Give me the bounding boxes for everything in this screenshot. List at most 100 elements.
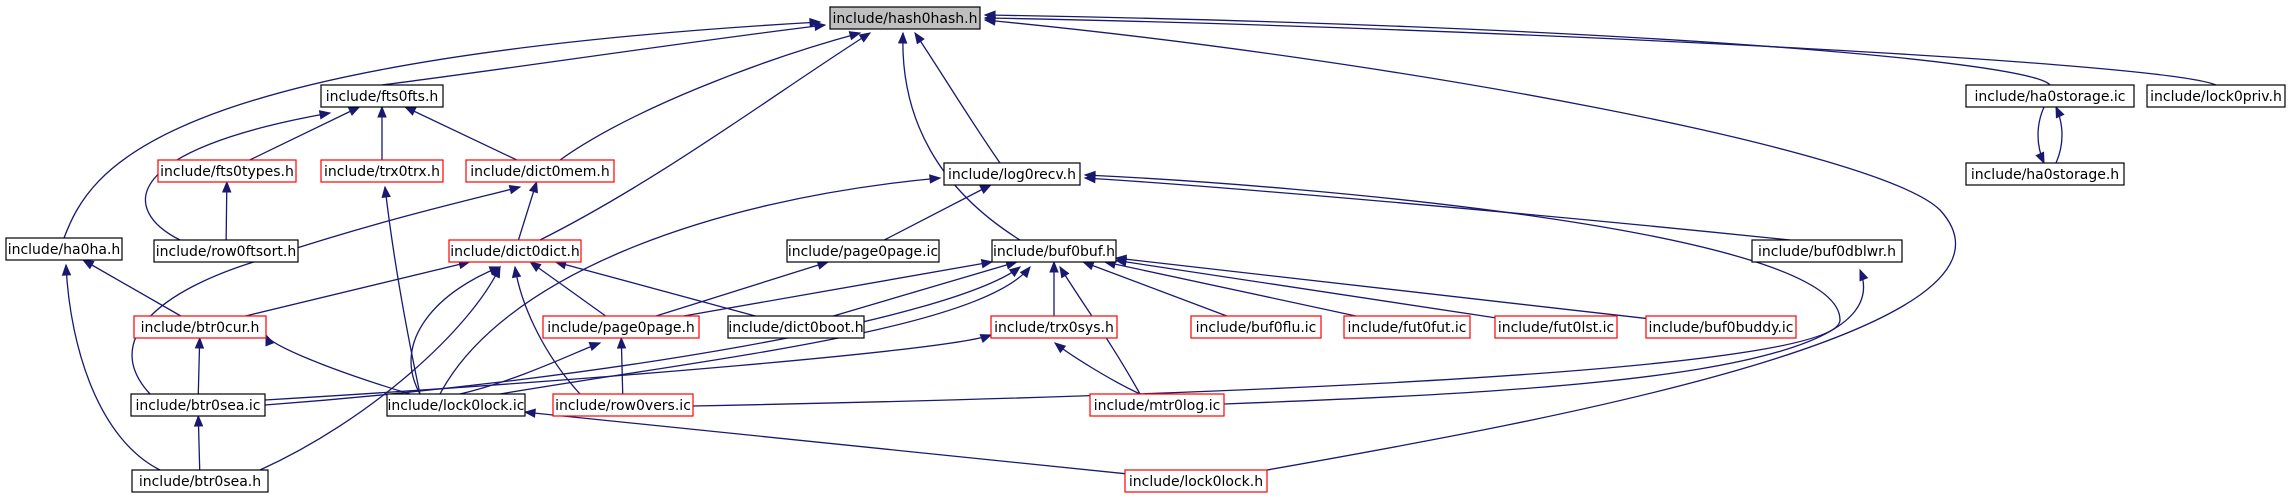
- node-box[interactable]: [153, 239, 299, 263]
- node-box[interactable]: [552, 393, 694, 417]
- node-label: include/buf0dblwr.h: [1758, 244, 1896, 260]
- node-box[interactable]: [131, 469, 269, 493]
- node-box[interactable]: [786, 239, 940, 263]
- arrowhead-icon: [1019, 265, 1031, 279]
- node-layer: include/hash0hash.h include/fts0fts.h incl…: [5, 6, 2286, 493]
- node-box[interactable]: [320, 159, 444, 183]
- node-box[interactable]: [829, 6, 981, 30]
- node-label: include/btr0sea.h: [139, 474, 261, 490]
- node-page0page_ic[interactable]: include/page0page.ic: [786, 239, 940, 263]
- node-box[interactable]: [990, 315, 1118, 339]
- node-label: include/row0ftsort.h: [156, 244, 296, 260]
- arrowhead-icon: [814, 21, 827, 31]
- node-fts0fts[interactable]: include/fts0fts.h: [320, 84, 444, 108]
- edge-ha0storage_ic-to-hash0hash: [984, 14, 2051, 86]
- arrowhead-icon: [979, 334, 993, 344]
- node-fut0fut[interactable]: include/fut0fut.ic: [1343, 315, 1471, 339]
- node-btr0sea_ic[interactable]: include/btr0sea.ic: [130, 393, 266, 417]
- edge-dict0boot-to-dict0dict: [555, 261, 756, 317]
- node-btr0cur[interactable]: include/btr0cur.h: [133, 315, 267, 339]
- node-row0ftsort[interactable]: include/row0ftsort.h: [153, 239, 299, 263]
- node-box[interactable]: [1089, 393, 1225, 417]
- node-box[interactable]: [1190, 315, 1322, 339]
- node-box[interactable]: [1494, 315, 1618, 339]
- edge-log0recv-to-hash0hash: [914, 32, 1001, 164]
- arrowhead-icon: [1081, 261, 1095, 271]
- arrowhead-icon: [194, 336, 205, 349]
- node-box[interactable]: [157, 159, 297, 183]
- node-box[interactable]: [133, 315, 267, 339]
- node-trx0sys[interactable]: include/trx0sys.h: [990, 315, 1118, 339]
- node-ha0storage_h[interactable]: include/ha0storage.h: [1965, 162, 2125, 186]
- edge-mtr0log-to-buf0dblwr: [1223, 269, 1865, 405]
- arrowhead-icon: [980, 259, 994, 269]
- node-box[interactable]: [1751, 239, 1903, 263]
- node-box[interactable]: [386, 393, 526, 417]
- node-buf0dblwr[interactable]: include/buf0dblwr.h: [1751, 239, 1903, 263]
- node-buf0flu[interactable]: include/buf0flu.ic: [1190, 315, 1322, 339]
- node-trx0trx[interactable]: include/trx0trx.h: [320, 159, 444, 183]
- node-box[interactable]: [320, 84, 444, 108]
- arrowhead-icon: [221, 180, 232, 193]
- node-label: include/hash0hash.h: [833, 11, 978, 27]
- edge-dict0dict-to-hash0hash: [539, 32, 871, 241]
- node-lock0priv[interactable]: include/lock0priv.h: [2146, 84, 2286, 108]
- arrowhead-icon: [529, 261, 542, 272]
- node-box[interactable]: [2146, 84, 2286, 108]
- node-box[interactable]: [1645, 315, 1797, 339]
- edge-lock0lock_h-to-lock0lock_ic: [524, 411, 1126, 475]
- node-label: include/btr0cur.h: [141, 320, 260, 336]
- node-dict0dict[interactable]: include/dict0dict.h: [448, 239, 582, 263]
- node-btr0sea_h[interactable]: include/btr0sea.h: [131, 469, 269, 493]
- node-box[interactable]: [5, 237, 123, 261]
- node-label: include/fut0lst.ic: [1498, 320, 1614, 336]
- node-label: include/buf0buf.h: [993, 244, 1115, 260]
- edge-page0page_h-to-page0page_ic: [655, 261, 829, 317]
- node-box[interactable]: [1965, 84, 2135, 108]
- node-box[interactable]: [465, 159, 615, 183]
- node-page0page_h[interactable]: include/page0page.h: [542, 315, 700, 339]
- node-dict0mem[interactable]: include/dict0mem.h: [465, 159, 615, 183]
- arrowhead-icon: [914, 31, 925, 45]
- arrowhead-icon: [491, 265, 501, 279]
- node-box[interactable]: [1343, 315, 1471, 339]
- edge-mtr0log-to-trx0sys: [1054, 342, 1141, 395]
- node-fut0lst[interactable]: include/fut0lst.ic: [1494, 315, 1618, 339]
- node-box[interactable]: [943, 162, 1081, 186]
- node-dict0boot[interactable]: include/dict0boot.h: [727, 315, 865, 339]
- edge-btr0sea_ic-to-buf0buf: [264, 266, 1021, 406]
- node-label: include/dict0dict.h: [450, 244, 580, 260]
- arrowhead-icon: [403, 106, 417, 116]
- node-box[interactable]: [1965, 162, 2125, 186]
- edge-fts0fts-to-hash0hash: [381, 24, 826, 86]
- node-box[interactable]: [130, 393, 266, 417]
- arrowhead-icon: [848, 31, 862, 41]
- arrowhead-icon: [1114, 254, 1127, 264]
- edge-btr0sea_h-to-ha0ha: [65, 264, 161, 471]
- edge-fut0lst-to-buf0buf: [1115, 259, 1496, 319]
- edge-btr0sea_h-to-dict0dict: [259, 266, 501, 471]
- edge-lock0lock_ic-to-log0recv: [439, 177, 941, 395]
- arrowhead-icon: [1859, 268, 1869, 282]
- node-row0vers[interactable]: include/row0vers.ic: [552, 393, 694, 417]
- node-box[interactable]: [542, 315, 700, 339]
- node-box[interactable]: [991, 239, 1117, 263]
- node-ha0ha[interactable]: include/ha0ha.h: [5, 237, 123, 261]
- node-lock0lock_ic[interactable]: include/lock0lock.ic: [386, 393, 526, 417]
- node-box[interactable]: [1124, 469, 1268, 493]
- node-box[interactable]: [727, 315, 865, 339]
- node-label: include/log0recv.h: [948, 167, 1076, 183]
- arrowhead-icon: [1083, 170, 1096, 181]
- node-mtr0log[interactable]: include/mtr0log.ic: [1089, 393, 1225, 417]
- node-buf0buf[interactable]: include/buf0buf.h: [991, 239, 1117, 263]
- node-log0recv[interactable]: include/log0recv.h: [943, 162, 1081, 186]
- node-buf0buddy[interactable]: include/buf0buddy.ic: [1645, 315, 1797, 339]
- node-ha0storage_ic[interactable]: include/ha0storage.ic: [1965, 84, 2135, 108]
- arrowhead-icon: [929, 174, 942, 184]
- node-fts0types[interactable]: include/fts0types.h: [157, 159, 297, 183]
- arrowhead-icon: [1049, 260, 1059, 273]
- node-box[interactable]: [448, 239, 582, 263]
- node-hash0hash[interactable]: include/hash0hash.h: [829, 6, 981, 30]
- node-label: include/fts0types.h: [160, 164, 294, 180]
- node-lock0lock_h[interactable]: include/lock0lock.h: [1124, 469, 1268, 493]
